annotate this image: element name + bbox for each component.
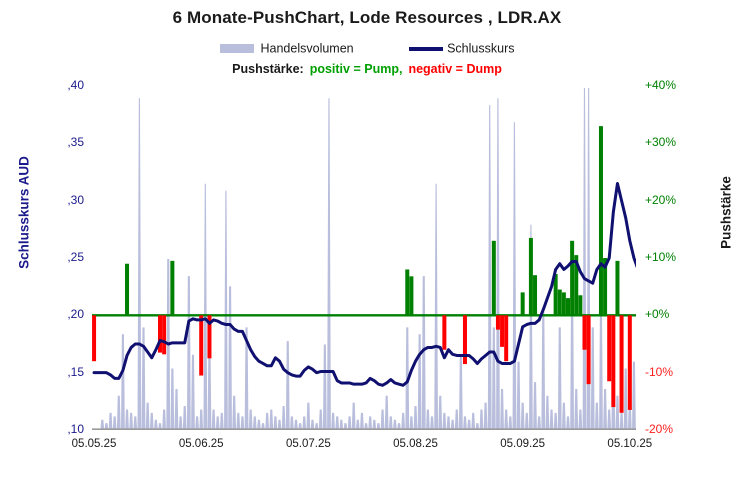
push-legend-positive: positiv = Pump, xyxy=(309,62,403,76)
y-axis-left-tick: ,30 xyxy=(67,192,84,207)
legend-label-price: Schlusskurs xyxy=(447,41,515,56)
push-strength-bars xyxy=(92,126,632,413)
legend-item-volume: Handelsvolumen xyxy=(219,41,354,56)
legend-label-volume: Handelsvolumen xyxy=(260,41,354,56)
y-axis-right-tick: -10% xyxy=(645,364,674,379)
chart-legend: Handelsvolumen Schlusskurs xyxy=(0,41,734,56)
y-axis-left-title: Schlusskurs AUD xyxy=(16,156,32,269)
y-axis-right-tick: -20% xyxy=(645,422,674,436)
legend-item-price: Schlusskurs xyxy=(409,41,514,56)
x-axis-tick: 05.09.25 xyxy=(500,438,546,450)
y-axis-left-tick: ,25 xyxy=(67,250,84,264)
y-axis-right-tick: +30% xyxy=(645,135,677,150)
price-line-swatch-icon xyxy=(409,46,444,51)
y-axis-right-tick: +40% xyxy=(645,78,677,92)
y-axis-left-tick: ,40 xyxy=(67,78,84,92)
push-strength-legend: Pushstärke: positiv = Pump, negativ = Dump xyxy=(0,62,734,76)
y-axis-left-tick: ,20 xyxy=(67,307,84,322)
x-axis-tick: 05.07.25 xyxy=(285,438,331,450)
chart-canvas xyxy=(92,88,636,430)
y-axis-left-tick: ,15 xyxy=(67,364,84,379)
y-axis-left-tick: ,10 xyxy=(67,422,84,436)
push-legend-prefix: Pushstärke: xyxy=(232,62,304,76)
y-axis-right-tick: +0% xyxy=(645,307,670,322)
plot-area xyxy=(92,86,636,430)
price-line xyxy=(92,181,636,387)
volume-swatch-icon xyxy=(219,44,254,54)
x-axis-tick: 05.06.25 xyxy=(178,438,224,450)
x-axis-tick: 05.10.25 xyxy=(607,438,653,450)
push-legend-negative: negativ = Dump xyxy=(408,62,502,76)
x-axis-tick: 05.08.25 xyxy=(393,438,438,450)
y-axis-right-tick: +20% xyxy=(645,192,677,207)
x-axis-tick: 05.05.25 xyxy=(71,438,117,450)
y-axis-right-title: Pushstärke xyxy=(718,176,734,249)
y-axis-left-tick: ,35 xyxy=(67,135,84,150)
y-axis-right-tick: +10% xyxy=(645,250,677,264)
page-title: 6 Monate-PushChart, Lode Resources , LDR… xyxy=(172,8,562,27)
